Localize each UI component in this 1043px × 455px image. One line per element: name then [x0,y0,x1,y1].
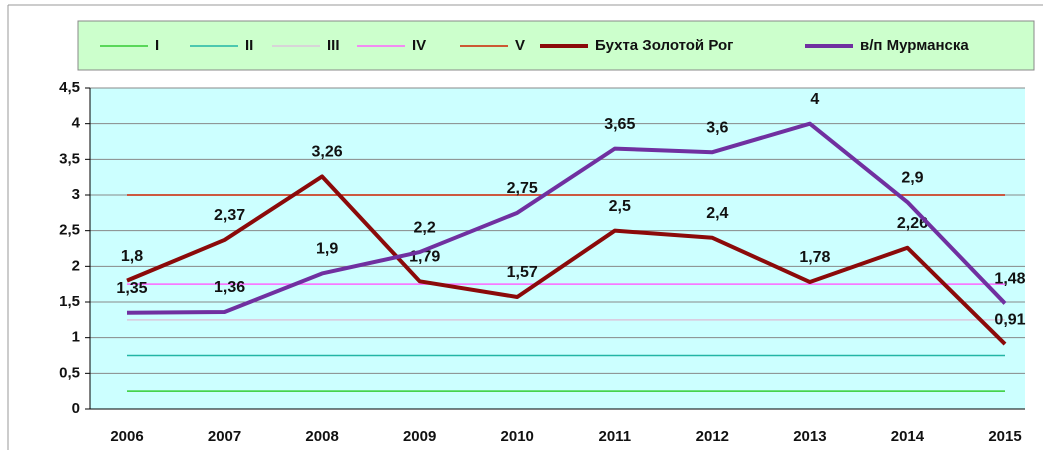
x-tick-label: 2012 [696,428,729,445]
y-tick-label: 4 [72,115,81,132]
data-label: 3,26 [312,144,343,161]
y-tick-label: 0,5 [59,364,80,381]
x-tick-label: 2011 [599,428,632,445]
legend-label: в/п Мурманска [860,37,969,54]
data-label: 1,78 [799,249,830,266]
series-line [126,121,1007,315]
legend-label: Бухта Золотой Рог [595,37,733,54]
y-tick-label: 2 [72,257,80,274]
x-tick-label: 2007 [208,428,241,445]
x-tick-label: 2014 [891,428,925,445]
legend-label: I [155,37,159,54]
legend-label: IV [412,37,426,54]
data-label: 2,5 [609,198,631,215]
y-tick-label: 2,5 [59,222,80,239]
data-label: 1,48 [994,271,1025,288]
y-tick-label: 3,5 [59,150,80,167]
data-label: 1,8 [121,248,143,265]
data-label: 1,35 [116,280,147,297]
data-label: 2,2 [414,219,436,236]
legend-label: III [327,37,340,54]
data-label: 2,75 [507,180,538,197]
y-tick-label: 1 [72,329,80,346]
data-label: 4 [810,91,819,108]
data-label: 2,37 [214,207,245,224]
plot-area [90,88,1025,409]
data-label: 1,57 [507,264,538,281]
data-label: 3,6 [706,119,728,136]
x-tick-label: 2010 [501,428,534,445]
data-label: 3,65 [604,116,635,133]
x-tick-label: 2006 [110,428,143,445]
x-tick-label: 2008 [305,428,338,445]
legend-label: V [515,37,525,54]
x-tick-label: 2013 [793,428,826,445]
legend-label: II [245,37,253,54]
y-tick-label: 3 [72,186,80,203]
series-line [126,174,1007,346]
y-tick-label: 4,5 [59,79,80,96]
data-label: 2,9 [901,169,923,186]
y-tick-label: 0 [72,400,80,417]
data-label: 1,9 [316,241,338,258]
data-label: 1,36 [214,279,245,296]
data-label: 2,4 [706,205,728,222]
y-tick-label: 1,5 [59,293,80,310]
data-label: 2,26 [897,215,928,232]
x-tick-label: 2009 [403,428,436,445]
data-label: 0,91 [994,311,1025,328]
x-tick-label: 2015 [988,428,1021,445]
